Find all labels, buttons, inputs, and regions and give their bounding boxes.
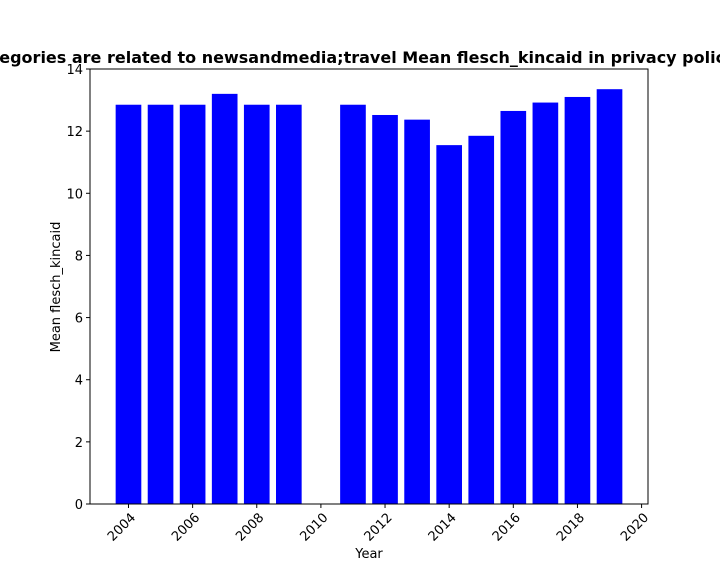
bar-2008 (243, 104, 270, 504)
x-axis: 2004 2006 2008 2010 2012 2014 2016 2018 2020 (105, 504, 652, 545)
x-tick-label: 2010 (297, 511, 331, 545)
bar-2015 (468, 135, 495, 504)
bar-2018 (564, 96, 591, 504)
x-tick-label: 2018 (554, 511, 588, 545)
bar-group (115, 89, 623, 505)
y-tick-label: 14 (66, 63, 83, 78)
x-tick-label: 2020 (618, 511, 652, 545)
chart-title: Categories are related to newsandmedia;t… (0, 48, 720, 67)
x-tick-label: 2008 (233, 511, 267, 545)
x-tick-label: 2016 (490, 511, 524, 545)
y-tick-label: 10 (66, 187, 83, 202)
y-axis: 0 2 4 6 8 10 12 14 (66, 63, 90, 513)
y-axis-label: Mean flesch_kincaid (49, 222, 64, 353)
plot-frame (89, 68, 649, 505)
x-tick-label: 2006 (169, 511, 203, 545)
x-tick-label: 2014 (426, 511, 460, 545)
bar-2004 (115, 104, 142, 504)
y-tick-label: 4 (75, 374, 83, 389)
bar-2007 (211, 93, 238, 504)
bar-2016 (500, 110, 527, 505)
bar-2005 (147, 104, 174, 504)
bar-2009 (276, 104, 302, 504)
bar-2011 (340, 104, 366, 504)
bar-2013 (404, 119, 430, 505)
y-tick-label: 12 (66, 125, 83, 140)
y-tick-label: 8 (75, 249, 83, 264)
x-axis-label: Year (354, 547, 383, 562)
bar-2006 (179, 104, 206, 504)
bar-2017 (532, 102, 559, 505)
y-tick-label: 2 (75, 436, 83, 451)
y-tick-label: 0 (75, 498, 83, 513)
x-tick-label: 2012 (362, 511, 396, 545)
x-tick-label: 2004 (105, 511, 139, 545)
bar-2014 (436, 145, 462, 504)
bar-2019 (596, 89, 623, 505)
bar-2012 (372, 114, 398, 504)
y-tick-label: 6 (75, 312, 83, 327)
